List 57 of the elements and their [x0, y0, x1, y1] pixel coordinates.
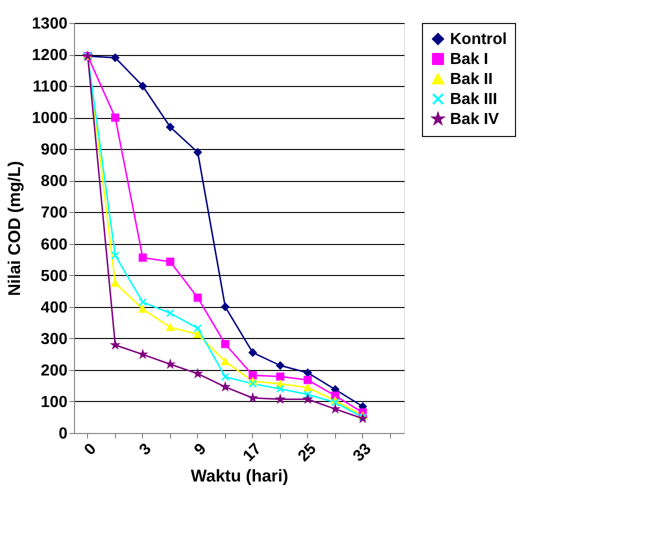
y-tick-label: 700: [40, 204, 68, 222]
x-tick-label: 0: [81, 440, 100, 459]
point: [304, 368, 312, 377]
y-tick-label: 800: [40, 173, 68, 190]
legend-label: Bak I: [450, 51, 488, 68]
point: [166, 258, 174, 266]
x-tick-label: 17: [240, 440, 265, 466]
y-tick-label: 1200: [32, 47, 68, 64]
point: [166, 309, 174, 318]
point: [111, 280, 120, 287]
point: [304, 376, 312, 384]
y-tick-label: 1300: [32, 16, 68, 32]
point: [194, 294, 202, 302]
point: [138, 305, 147, 313]
x-tick-label: 9: [191, 440, 210, 459]
point: [221, 302, 230, 311]
y-tick-label: 900: [40, 142, 68, 159]
point: [248, 348, 257, 357]
x-tick-label: 33: [350, 440, 375, 466]
x-tick-label: 25: [295, 440, 320, 466]
point: [194, 324, 202, 332]
point: [166, 122, 174, 132]
y-tick-label: 100: [40, 394, 68, 411]
point: [138, 82, 147, 90]
point: [248, 371, 257, 380]
y-tick-label: 200: [40, 362, 68, 380]
point: [248, 380, 257, 388]
y-tick-label: 600: [40, 236, 68, 254]
point: [111, 114, 120, 122]
point: [166, 324, 174, 331]
point: [276, 372, 284, 381]
point: [221, 358, 230, 366]
legend-label: Bak III: [450, 91, 498, 108]
point: [194, 148, 202, 156]
x-tick-label: 3: [136, 440, 155, 459]
y-tick-label: 400: [40, 299, 68, 316]
x-axis-title: Waktu (hari): [190, 466, 288, 486]
y-tick-label: 0: [58, 426, 68, 442]
point: [331, 398, 340, 407]
point: [276, 361, 284, 370]
y-tick-label: 1100: [32, 78, 68, 96]
point: [304, 384, 312, 392]
y-tick-label: 1000: [32, 110, 68, 128]
point: [221, 340, 230, 348]
legend-label: Bak IV: [450, 111, 500, 128]
point: [111, 54, 120, 62]
point: [111, 251, 120, 260]
point: [138, 298, 147, 306]
point: [221, 372, 230, 381]
point: [276, 384, 284, 393]
y-tick-label: 300: [40, 330, 68, 348]
legend-label: Bak II: [450, 71, 493, 88]
y-tick-label: 500: [40, 268, 68, 285]
point: [194, 330, 202, 338]
y-axis-title: Nilai COD (mg/L): [4, 160, 24, 296]
point: [138, 254, 147, 262]
legend-label: Kontrol: [450, 31, 507, 48]
